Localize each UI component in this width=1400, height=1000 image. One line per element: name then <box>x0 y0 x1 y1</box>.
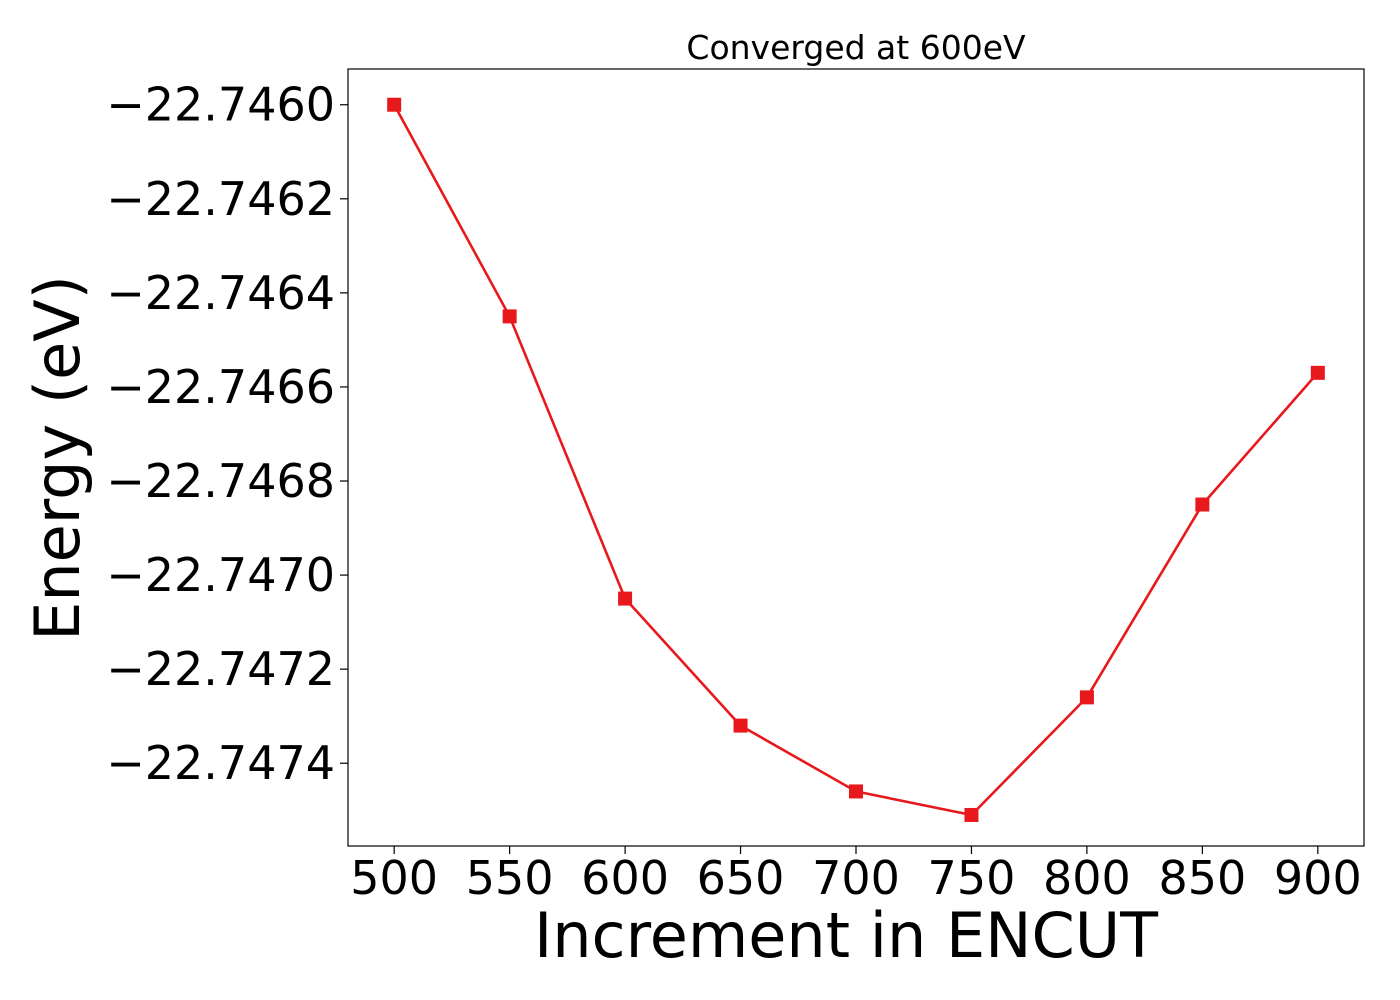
x-tick-label: 500 <box>350 851 438 905</box>
chart-title: Converged at 600eV <box>686 28 1026 67</box>
x-axis-title: Increment in ENCUT <box>534 899 1159 972</box>
y-tick-label: −22.7474 <box>106 736 335 790</box>
data-point-marker <box>387 97 402 112</box>
plot-area: 500 550 600 650 700 750 800 850 900 −22.7460 −22.7… <box>106 68 1365 905</box>
x-tick-label: 850 <box>1158 851 1246 905</box>
y-tick-label: −22.7472 <box>106 642 335 696</box>
data-point-marker <box>1195 497 1210 512</box>
y-axis-title: Energy (eV) <box>21 275 94 641</box>
y-tick-label: −22.7462 <box>106 172 335 226</box>
y-tick-label: −22.7460 <box>106 78 335 132</box>
data-point-marker <box>618 591 633 606</box>
y-tick-label: −22.7468 <box>106 454 335 508</box>
y-tick-label: −22.7470 <box>106 548 335 602</box>
data-point-marker <box>733 718 748 733</box>
x-tick-label: 600 <box>581 851 669 905</box>
data-point-marker <box>1310 365 1325 380</box>
x-tick-label: 800 <box>1043 851 1131 905</box>
data-point-marker <box>1079 690 1094 705</box>
y-tick-label: −22.7466 <box>106 360 335 414</box>
x-tick-label: 900 <box>1274 851 1362 905</box>
x-tick-label: 650 <box>697 851 785 905</box>
data-point-marker <box>849 784 863 799</box>
x-tick-label: 550 <box>466 851 554 905</box>
data-point-marker <box>964 807 979 822</box>
x-tick-label: 750 <box>928 851 1016 905</box>
x-tick-label: 700 <box>812 851 900 905</box>
y-tick-label: −22.7464 <box>106 266 335 320</box>
data-point-marker <box>502 309 517 324</box>
